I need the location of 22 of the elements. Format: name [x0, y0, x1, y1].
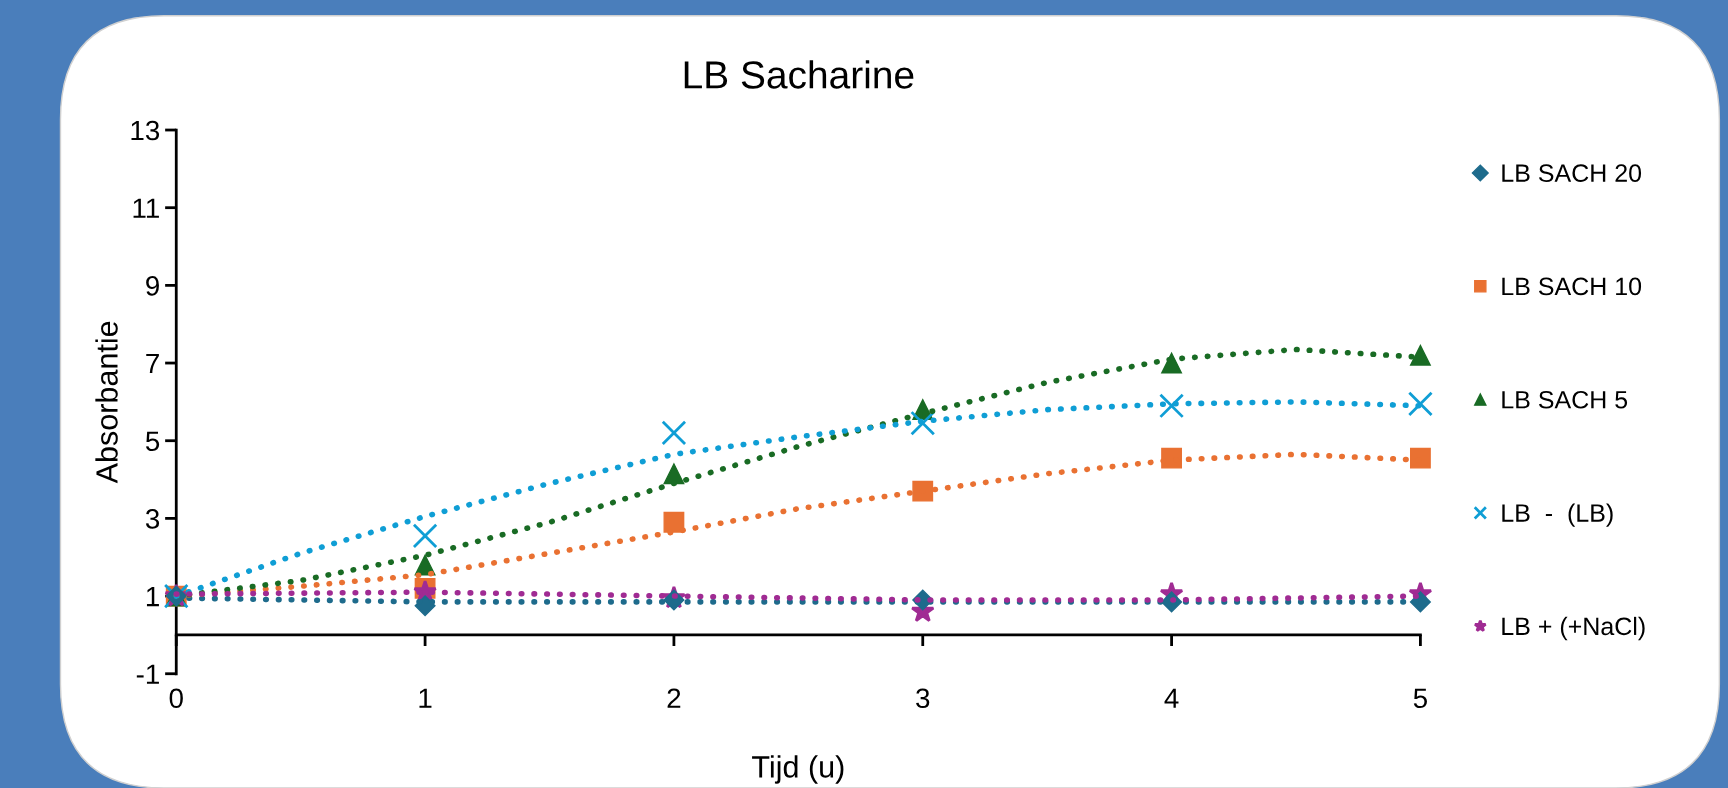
legend-label: LB SACH 10	[1502, 277, 1642, 296]
legend-label: LB SACH 20	[1502, 164, 1642, 182]
x-tick-label: 0	[169, 688, 183, 709]
y-tick-label: 3	[145, 509, 160, 529]
x-tick-label: 1	[419, 688, 432, 708]
y-tick-label: 5	[145, 431, 160, 452]
x-tick-label: 3	[916, 688, 930, 709]
y-tick-label: 1	[146, 587, 159, 607]
y-tick-label: 11	[133, 198, 159, 218]
legend-label: LB + (+NaCl)	[1502, 616, 1645, 641]
y-tick-label: 13	[131, 120, 160, 141]
x-tick-label: 5	[1413, 688, 1427, 709]
x-tick-label: 2	[667, 688, 681, 708]
legend-label: LB - (LB)	[1502, 503, 1613, 527]
x-axis-title: Tijd (u)	[752, 755, 844, 784]
legend-label: LB SACH 5	[1502, 390, 1628, 409]
chart-title: LB Sacharine	[684, 60, 914, 89]
x-tick-label: 4	[1164, 688, 1179, 708]
y-tick-label: 9	[146, 276, 159, 296]
y-axis-title: Absorbantie	[95, 321, 118, 484]
y-tick-label: -1	[136, 664, 159, 684]
y-tick-label: 7	[146, 354, 159, 374]
